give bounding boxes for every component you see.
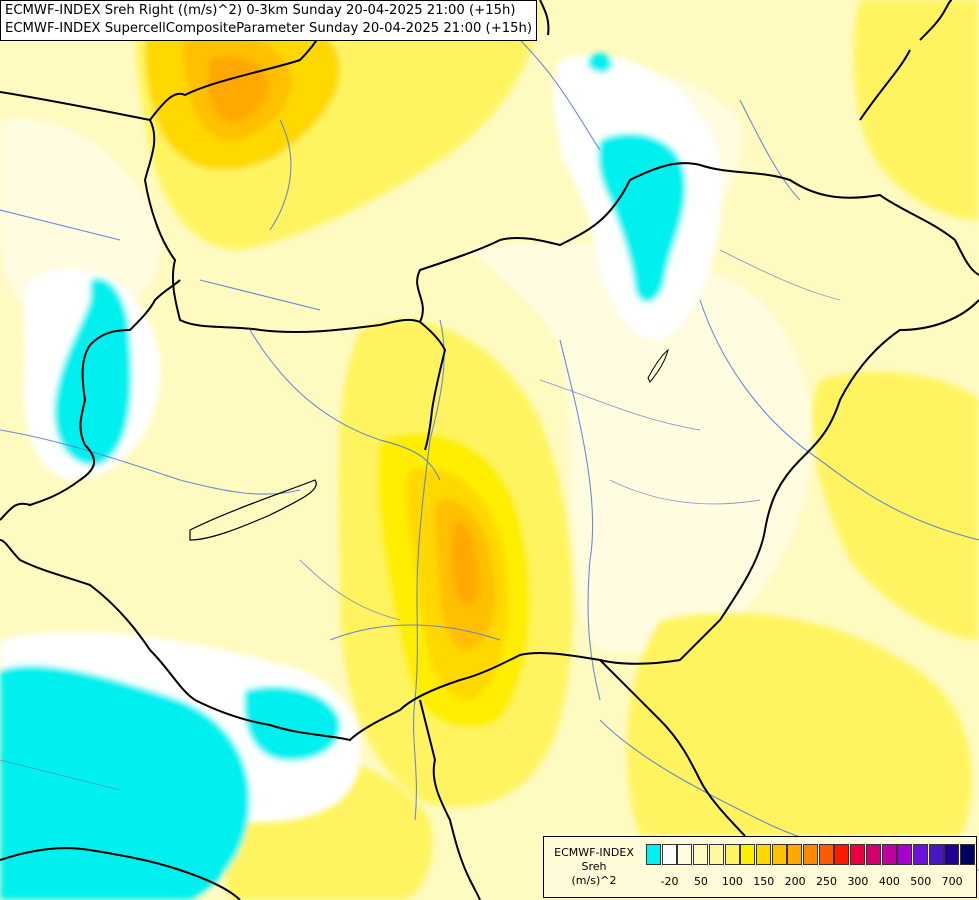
color-legend: ECMWF-INDEX Sreh (m/s)^2 -20 50 100 150 200 2… (543, 836, 977, 898)
legend-swatch (928, 844, 944, 865)
legend-tick-label: 500 (910, 875, 932, 888)
legend-swatch (787, 844, 803, 865)
legend-swatch (740, 844, 756, 865)
legend-swatch (850, 844, 866, 865)
legend-swatch (646, 844, 661, 865)
legend-swatch (803, 844, 818, 865)
legend-tick-label: 300 (847, 875, 869, 888)
legend-swatch (865, 844, 881, 865)
legend-tick-label: 150 (753, 875, 775, 888)
legend-swatch (771, 844, 787, 865)
legend-swatch (834, 844, 850, 865)
legend-swatch (944, 844, 960, 865)
legend-tick-label: 200 (784, 875, 806, 888)
legend-title-line-1: ECMWF-INDEX (554, 846, 634, 859)
lake-outline (189, 479, 317, 541)
legend-title-line-3: (m/s)^2 (571, 874, 617, 887)
title-line-1: ECMWF-INDEX Sreh Right ((m/s)^2) 0-3km S… (5, 3, 516, 18)
legend-swatch (724, 844, 740, 865)
legend-swatch (881, 844, 897, 865)
legend-tick-label: 100 (721, 875, 743, 888)
legend-swatch (897, 844, 913, 865)
legend-swatch (708, 844, 724, 865)
legend-title-line-2: Sreh (581, 860, 607, 873)
legend-swatch (755, 844, 771, 865)
legend-swatch (818, 844, 834, 865)
legend-tick-label: 50 (693, 875, 708, 888)
legend-tick-label: 400 (878, 875, 900, 888)
legend-swatch (912, 844, 928, 865)
legend-tick-label: 700 (941, 875, 963, 888)
title-line-2: ECMWF-INDEX SupercellCompositeParameter … (5, 21, 533, 36)
legend-tick-label: -20 (660, 875, 679, 888)
legend-swatch (661, 844, 677, 865)
legend-tick-label: 250 (816, 875, 838, 888)
legend-swatch (693, 844, 709, 865)
map-title-box: ECMWF-INDEX Sreh Right ((m/s)^2) 0-3km S… (0, 0, 538, 41)
region-borders (0, 249, 841, 791)
legend-swatch (677, 844, 693, 865)
legend-title: ECMWF-INDEX Sreh (m/s)^2 (548, 846, 640, 888)
legend-swatch (960, 844, 975, 865)
lake-outline-small (647, 348, 669, 383)
